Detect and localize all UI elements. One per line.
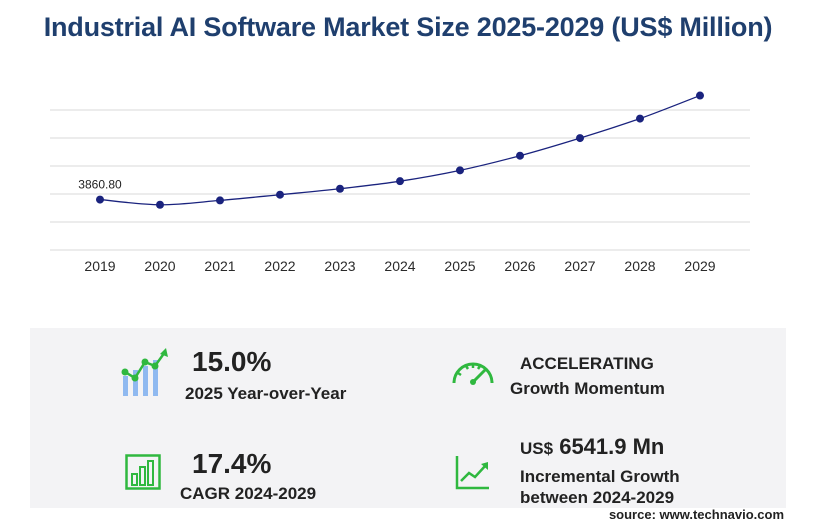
x-tick-label: 2024 (384, 258, 415, 274)
line-chart: 2019 2020 2021 2022 2023 2024 2025 2026 2027 2028… (50, 91, 750, 274)
x-tick-label: 2026 (504, 258, 535, 274)
yoy-label: 2025 Year-over-Year (185, 384, 347, 403)
x-tick-label: 2020 (144, 258, 175, 274)
x-tick-label: 2021 (204, 258, 235, 274)
series-line (99, 94, 701, 206)
incremental-line1: Incremental Growth (520, 467, 680, 486)
data-point-2024 (396, 177, 404, 186)
incremental-value-line: US$ 6541.9 Mn (520, 434, 664, 460)
chart-title: Industrial AI Software Market Size 2025-… (43, 12, 773, 42)
data-point-2020 (156, 200, 164, 209)
gridlines (50, 109, 750, 251)
series-points (96, 91, 704, 209)
data-point-2023 (336, 184, 344, 193)
x-tick-label: 2028 (624, 258, 655, 274)
x-tick-label: 2029 (684, 258, 715, 274)
data-point-2022 (276, 190, 284, 199)
momentum-line2: Growth Momentum (510, 379, 665, 398)
x-tick-label: 2027 (564, 258, 595, 274)
data-label: 3860.80 (78, 178, 122, 192)
data-point-2028 (636, 114, 644, 123)
x-axis-ticks: 2019 2020 2021 2022 2023 2024 2025 2026 2027 2028… (84, 258, 715, 274)
cagr-label: CAGR 2024-2029 (180, 484, 317, 503)
cagr-value: 17.4% (192, 448, 272, 479)
source-credit: source: www.technavio.com (608, 507, 784, 522)
x-tick-label: 2023 (324, 258, 355, 274)
data-point-2025 (456, 166, 464, 175)
kpi-panel: 15.0% 2025 Year-over-Year ACCELERATING G… (30, 328, 786, 508)
x-tick-label: 2025 (444, 258, 475, 274)
bar-chart-icon (125, 454, 161, 495)
data-point-2019 (96, 195, 104, 204)
data-point-2021 (216, 196, 224, 205)
incremental-value: 6541.9 Mn (559, 434, 665, 459)
data-point-2029 (696, 91, 704, 100)
yoy-value: 15.0% (192, 346, 272, 377)
incremental-prefix: US$ (520, 439, 554, 458)
momentum-line1: ACCELERATING (520, 354, 654, 373)
trend-up-icon (455, 454, 491, 495)
x-tick-label: 2019 (84, 258, 115, 274)
incremental-line2: between 2024-2029 (520, 488, 675, 507)
x-tick-label: 2022 (264, 258, 295, 274)
growth-bars-icon (120, 348, 172, 403)
data-labels: 3860.80 (78, 178, 122, 192)
data-point-2026 (516, 151, 524, 160)
data-point-2027 (576, 134, 584, 143)
speedometer-icon (450, 356, 496, 391)
